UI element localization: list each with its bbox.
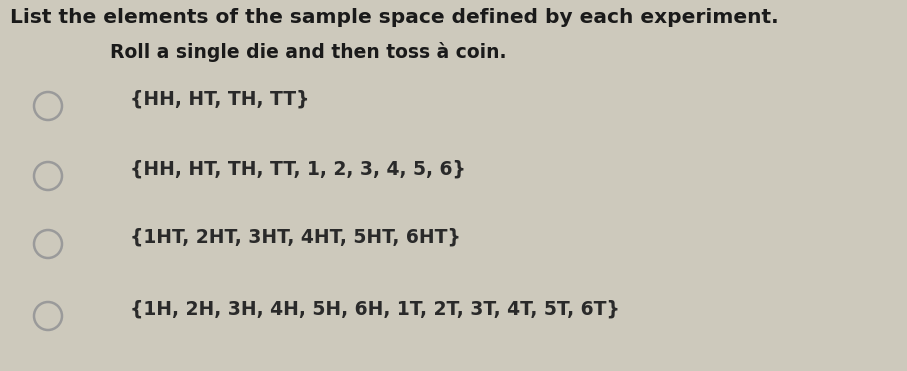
Text: {HH, HT, TH, TT, 1, 2, 3, 4, 5, 6}: {HH, HT, TH, TT, 1, 2, 3, 4, 5, 6} xyxy=(130,160,466,179)
Text: List the elements of the sample space defined by each experiment.: List the elements of the sample space de… xyxy=(10,8,778,27)
Text: {1H, 2H, 3H, 4H, 5H, 6H, 1T, 2T, 3T, 4T, 5T, 6T}: {1H, 2H, 3H, 4H, 5H, 6H, 1T, 2T, 3T, 4T,… xyxy=(130,300,619,319)
Text: {HH, HT, TH, TT}: {HH, HT, TH, TT} xyxy=(130,90,309,109)
Text: Roll a single die and then toss à coin.: Roll a single die and then toss à coin. xyxy=(110,42,506,62)
Text: {1HT, 2HT, 3HT, 4HT, 5HT, 6HT}: {1HT, 2HT, 3HT, 4HT, 5HT, 6HT} xyxy=(130,228,461,247)
